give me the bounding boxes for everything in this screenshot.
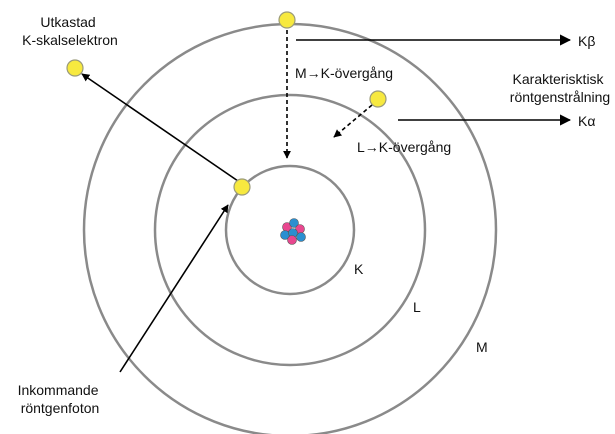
l-electron (369, 90, 387, 108)
label-line: röntgenfoton (21, 400, 100, 416)
k-alpha-label: Kα (578, 113, 595, 129)
m-to-k-label: M→K-övergång (295, 65, 393, 81)
k-electron (233, 178, 251, 196)
nucleus (280, 218, 306, 245)
label-line: Utkastad (40, 14, 95, 30)
l-to-k-transition (333, 104, 373, 138)
k-shell-label: K (354, 261, 364, 277)
ejected-electron-label: Utkastad K-skalselektron (22, 14, 118, 48)
l-shell-label: L (413, 299, 421, 315)
characteristic-label: Karakterisktisk röntgenstrålning (510, 71, 610, 105)
label-line: K-skalselektron (22, 32, 118, 48)
label-line: Karakterisktisk (513, 71, 605, 87)
incoming-photon-label: Inkommande röntgenfoton (18, 382, 103, 416)
l-to-k-label: L→K-övergång (357, 139, 451, 155)
k-shell (224, 164, 356, 296)
m-electron (278, 11, 296, 29)
label-line: röntgenstrålning (510, 89, 610, 105)
k-beta-label: Kβ (578, 33, 595, 49)
incoming-photon-ray (119, 204, 229, 373)
l-shell (153, 93, 427, 367)
m-shell-label: M (476, 339, 488, 355)
ejected-electron (66, 59, 84, 77)
ejection-path (81, 73, 239, 182)
label-line: Inkommande (18, 382, 99, 398)
